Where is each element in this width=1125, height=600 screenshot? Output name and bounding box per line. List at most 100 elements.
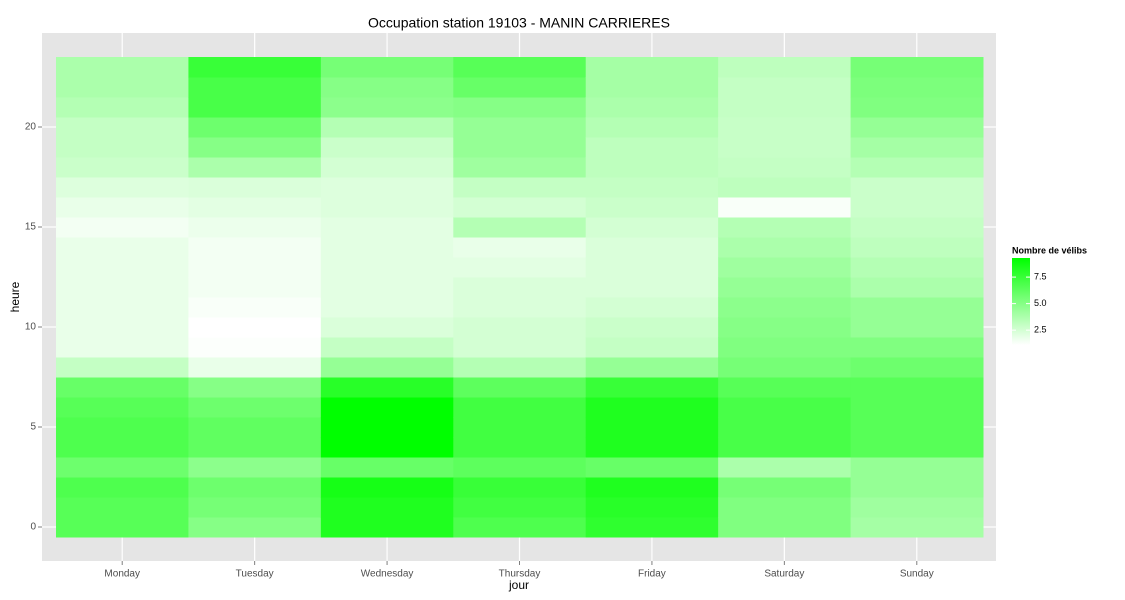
y-tick-label: 0 bbox=[30, 522, 36, 533]
heat-cell bbox=[850, 497, 984, 518]
heat-cell bbox=[320, 437, 454, 458]
heat-cell bbox=[56, 397, 189, 418]
heat-cell bbox=[188, 377, 322, 398]
x-tick-label: Tuesday bbox=[236, 569, 274, 580]
heat-cell bbox=[850, 177, 984, 198]
heat-cell bbox=[188, 437, 322, 458]
heat-cell bbox=[850, 437, 984, 458]
heat-cell bbox=[585, 297, 719, 318]
heat-cell bbox=[320, 517, 454, 538]
heat-cell bbox=[718, 417, 852, 438]
x-tick-label: Sunday bbox=[900, 569, 934, 580]
heat-cell bbox=[453, 117, 587, 138]
heat-cell bbox=[718, 437, 852, 458]
heat-cell bbox=[320, 337, 454, 358]
x-tick-label: Wednesday bbox=[361, 569, 414, 580]
heat-cell bbox=[585, 77, 719, 98]
heat-cell bbox=[56, 457, 189, 478]
heat-cell bbox=[585, 217, 719, 238]
y-tick-label: 15 bbox=[25, 222, 37, 233]
heat-cell bbox=[453, 257, 587, 278]
heat-cell bbox=[585, 417, 719, 438]
heat-cell bbox=[453, 157, 587, 178]
heat-cell bbox=[850, 357, 984, 378]
heat-cell bbox=[56, 197, 189, 218]
heat-cell bbox=[585, 197, 719, 218]
heat-cell bbox=[850, 297, 984, 318]
heat-cell bbox=[453, 277, 587, 298]
heat-cell bbox=[850, 417, 984, 438]
heat-cell bbox=[585, 497, 719, 518]
x-axis-title: jour bbox=[508, 578, 529, 592]
heat-cell bbox=[453, 177, 587, 198]
heat-cell bbox=[320, 177, 454, 198]
heat-cell bbox=[320, 457, 454, 478]
heat-cell bbox=[56, 317, 189, 338]
heat-cell bbox=[320, 497, 454, 518]
heat-cell bbox=[585, 337, 719, 358]
heat-cell bbox=[585, 157, 719, 178]
heat-cell bbox=[453, 77, 587, 98]
heat-cell bbox=[320, 377, 454, 398]
heat-cell bbox=[453, 337, 587, 358]
heat-cell bbox=[585, 377, 719, 398]
heat-cell bbox=[188, 237, 322, 258]
heat-cell bbox=[850, 197, 984, 218]
heat-cell bbox=[56, 57, 189, 78]
heat-cell bbox=[453, 377, 587, 398]
heat-cell bbox=[850, 237, 984, 258]
chart-title: Occupation station 19103 - MANIN CARRIER… bbox=[368, 15, 670, 31]
heat-cell bbox=[56, 77, 189, 98]
heat-cell bbox=[718, 497, 852, 518]
heat-cell bbox=[188, 257, 322, 278]
heat-cell bbox=[320, 117, 454, 138]
heat-cell bbox=[585, 517, 719, 538]
heat-cell bbox=[453, 437, 587, 458]
heat-cell bbox=[320, 257, 454, 278]
heat-cell bbox=[718, 97, 852, 118]
heat-cell bbox=[320, 277, 454, 298]
heat-cell bbox=[585, 277, 719, 298]
x-tick-label: Thursday bbox=[499, 569, 541, 580]
heat-cell bbox=[56, 137, 189, 158]
heat-cell bbox=[56, 297, 189, 318]
heat-cell bbox=[718, 397, 852, 418]
heat-cell bbox=[188, 217, 322, 238]
heat-cell bbox=[188, 277, 322, 298]
legend-title: Nombre de vélibs bbox=[1012, 245, 1087, 255]
heat-cell bbox=[188, 137, 322, 158]
heat-cell bbox=[585, 177, 719, 198]
heat-cell bbox=[585, 357, 719, 378]
heat-cell bbox=[56, 417, 189, 438]
heat-cell bbox=[718, 517, 852, 538]
heat-cell bbox=[56, 277, 189, 298]
heat-cell bbox=[320, 297, 454, 318]
heat-cell bbox=[56, 337, 189, 358]
heat-cell bbox=[453, 57, 587, 78]
heat-cell bbox=[320, 217, 454, 238]
heat-cell bbox=[585, 317, 719, 338]
heat-cell bbox=[718, 237, 852, 258]
heat-cell bbox=[188, 397, 322, 418]
heat-cell bbox=[718, 357, 852, 378]
y-tick-label: 10 bbox=[25, 322, 37, 333]
y-tick-label: 20 bbox=[25, 122, 37, 133]
heat-cell bbox=[56, 377, 189, 398]
heat-cell bbox=[585, 477, 719, 498]
heat-cell bbox=[188, 57, 322, 78]
heat-cell bbox=[56, 157, 189, 178]
heat-cell bbox=[320, 237, 454, 258]
heat-cell bbox=[453, 297, 587, 318]
heat-cell bbox=[188, 197, 322, 218]
heat-cell bbox=[585, 117, 719, 138]
heat-cell bbox=[585, 137, 719, 158]
heat-cell bbox=[188, 357, 322, 378]
heat-cell bbox=[56, 497, 189, 518]
colorbar-label: 5.0 bbox=[1034, 298, 1047, 308]
heat-cell bbox=[718, 177, 852, 198]
heat-cell bbox=[718, 297, 852, 318]
heat-cell bbox=[320, 357, 454, 378]
heat-cell bbox=[320, 57, 454, 78]
heat-cell bbox=[453, 237, 587, 258]
heat-cell bbox=[850, 217, 984, 238]
